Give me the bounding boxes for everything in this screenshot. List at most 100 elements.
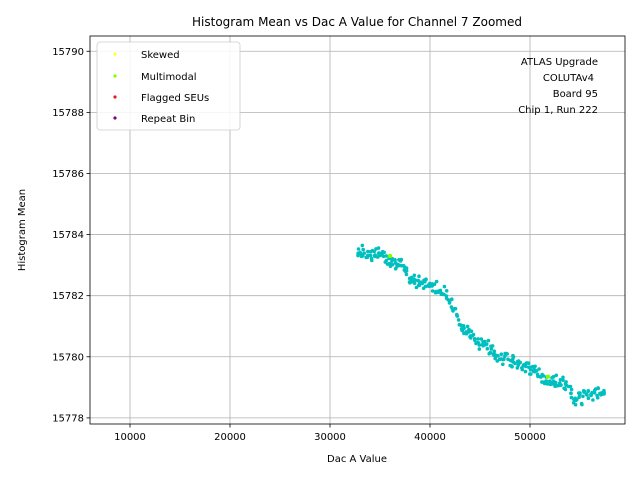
legend-marker-multimodal — [113, 74, 117, 78]
data-point — [602, 390, 606, 395]
data-point — [537, 367, 541, 371]
data-point — [523, 369, 528, 374]
legend-marker-skewed — [113, 52, 117, 56]
data-point — [432, 282, 437, 287]
data-point — [545, 382, 550, 386]
data-point — [461, 324, 466, 328]
data-point — [559, 383, 563, 387]
data-point — [499, 352, 504, 357]
y-tick-label: 15788 — [52, 108, 84, 119]
multimodal-point — [545, 374, 551, 379]
data-point — [541, 374, 546, 378]
data-point — [442, 284, 447, 289]
axes-layer: 10000 20000 30000 40000 50000 15778 15780 15782… — [52, 47, 546, 443]
plot-frame — [89, 35, 626, 425]
data-point — [501, 362, 505, 367]
x-tick-label: 40000 — [414, 432, 446, 443]
x-axis-label: Dac A Value — [327, 454, 387, 465]
data-point — [413, 278, 418, 283]
data-point — [376, 246, 381, 250]
data-point — [416, 283, 421, 288]
annotation-line-chip-version: COLUTAv4 — [543, 73, 594, 84]
grid-layer — [90, 36, 625, 424]
data-point — [489, 347, 494, 351]
data-point — [404, 266, 409, 271]
x-tick-label: 50000 — [514, 432, 546, 443]
data-point — [526, 361, 531, 366]
data-point — [595, 393, 599, 398]
chart-title: Histogram Mean vs Dac A Value for Channe… — [192, 15, 522, 29]
data-point — [596, 386, 600, 391]
data-point — [574, 398, 578, 403]
annotation-line-run: Chip 1, Run 222 — [518, 105, 598, 116]
data-point — [420, 281, 425, 286]
data-point — [469, 336, 473, 340]
data-point — [360, 243, 365, 248]
data-point — [490, 344, 495, 348]
data-point — [417, 274, 421, 279]
data-point — [534, 369, 539, 373]
data-point — [518, 360, 522, 365]
y-tick-label: 15780 — [52, 352, 84, 363]
data-point — [390, 262, 395, 267]
data-point — [584, 392, 589, 396]
data-point — [592, 388, 597, 393]
data-point — [511, 355, 516, 359]
y-tick-label: 15784 — [52, 230, 84, 241]
data-point — [485, 346, 490, 351]
data-point — [366, 249, 370, 254]
data-point — [373, 253, 378, 257]
data-point — [528, 368, 533, 372]
data-point — [586, 396, 591, 401]
data-point — [479, 337, 484, 341]
data-point — [465, 324, 470, 329]
data-point — [444, 289, 449, 293]
data-point — [535, 372, 540, 377]
multimodal-point — [387, 253, 393, 259]
legend-marker-repeat-bin — [113, 116, 117, 120]
data-point — [493, 356, 498, 361]
data-point — [591, 398, 595, 402]
data-point — [455, 314, 460, 318]
data-point — [561, 378, 565, 383]
data-point — [459, 323, 463, 328]
legend-label-skewed: Skewed — [141, 50, 180, 61]
y-tick-label: 15786 — [52, 169, 84, 180]
data-point — [520, 366, 524, 370]
annotation-line-board: Board 95 — [553, 89, 598, 100]
data-point — [577, 395, 581, 400]
data-point — [551, 374, 556, 379]
data-point — [423, 284, 428, 289]
data-point — [563, 387, 568, 392]
data-point — [569, 391, 573, 396]
data-point — [404, 272, 409, 277]
data-point — [382, 250, 387, 255]
x-tick-label: 10000 — [114, 432, 146, 443]
data-point — [569, 387, 574, 392]
data-point — [361, 247, 366, 252]
legend-label-flagged-seus: Flagged SEUs — [141, 93, 209, 104]
data-point — [579, 401, 584, 406]
legend-marker-flagged-seus — [113, 95, 117, 99]
data-point — [384, 254, 389, 258]
data-point — [434, 279, 439, 284]
data-point — [456, 318, 461, 322]
data-point — [469, 329, 474, 334]
data-point — [554, 373, 559, 378]
data-point — [471, 332, 476, 337]
data-point — [496, 354, 500, 358]
annotation-line-experiment: ATLAS Upgrade — [521, 57, 598, 68]
data-point — [372, 249, 377, 254]
data-point — [362, 251, 367, 255]
data-point — [582, 389, 587, 394]
data-point — [533, 364, 537, 369]
data-point — [486, 338, 491, 343]
x-tick-label: 20000 — [214, 432, 246, 443]
data-point — [488, 350, 493, 355]
data-point — [590, 390, 594, 395]
y-tick-label: 15778 — [52, 413, 84, 424]
data-point — [502, 357, 506, 362]
data-point — [581, 394, 585, 399]
data-point — [381, 254, 386, 259]
data-point — [399, 257, 404, 262]
